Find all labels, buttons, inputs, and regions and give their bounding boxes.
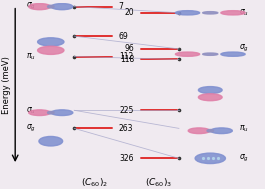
Ellipse shape <box>29 4 50 10</box>
Ellipse shape <box>47 5 54 8</box>
Ellipse shape <box>188 128 210 134</box>
Ellipse shape <box>207 129 214 132</box>
Ellipse shape <box>198 87 222 94</box>
Ellipse shape <box>221 11 245 15</box>
Text: $σ_{u}$: $σ_{u}$ <box>26 105 36 115</box>
Ellipse shape <box>29 110 50 115</box>
Text: $σ_{g}$: $σ_{g}$ <box>26 123 36 134</box>
Ellipse shape <box>195 153 226 163</box>
Text: $(C_{60})_2$: $(C_{60})_2$ <box>81 177 108 189</box>
Text: $σ_{g}$: $σ_{g}$ <box>26 1 36 12</box>
Text: $σ_{g}$: $σ_{g}$ <box>239 43 249 54</box>
Text: 69: 69 <box>119 32 129 41</box>
Text: 118: 118 <box>120 55 134 64</box>
Text: 96: 96 <box>125 44 134 53</box>
Ellipse shape <box>51 110 73 115</box>
Ellipse shape <box>203 12 218 14</box>
Ellipse shape <box>221 52 245 56</box>
Text: 326: 326 <box>120 154 134 163</box>
Ellipse shape <box>175 52 200 56</box>
Ellipse shape <box>38 46 64 54</box>
Ellipse shape <box>198 94 222 101</box>
Text: 112: 112 <box>119 52 133 61</box>
Text: $π_{u}$: $π_{u}$ <box>26 51 36 62</box>
Text: $π_{u}$: $π_{u}$ <box>239 123 249 134</box>
Ellipse shape <box>175 11 200 15</box>
Ellipse shape <box>51 4 73 10</box>
Text: 7: 7 <box>119 2 124 11</box>
Text: 20: 20 <box>125 8 134 17</box>
Text: 225: 225 <box>120 106 134 115</box>
Ellipse shape <box>47 111 54 114</box>
Text: Energy (meV): Energy (meV) <box>2 56 11 114</box>
Ellipse shape <box>39 136 63 146</box>
Ellipse shape <box>211 128 232 134</box>
Text: $(C_{60})_3$: $(C_{60})_3$ <box>145 177 173 189</box>
Text: 263: 263 <box>119 124 133 133</box>
Ellipse shape <box>203 53 218 55</box>
Ellipse shape <box>38 38 64 46</box>
Text: $σ_{u}$: $σ_{u}$ <box>239 8 249 18</box>
Text: $σ_{g}$: $σ_{g}$ <box>239 153 249 164</box>
